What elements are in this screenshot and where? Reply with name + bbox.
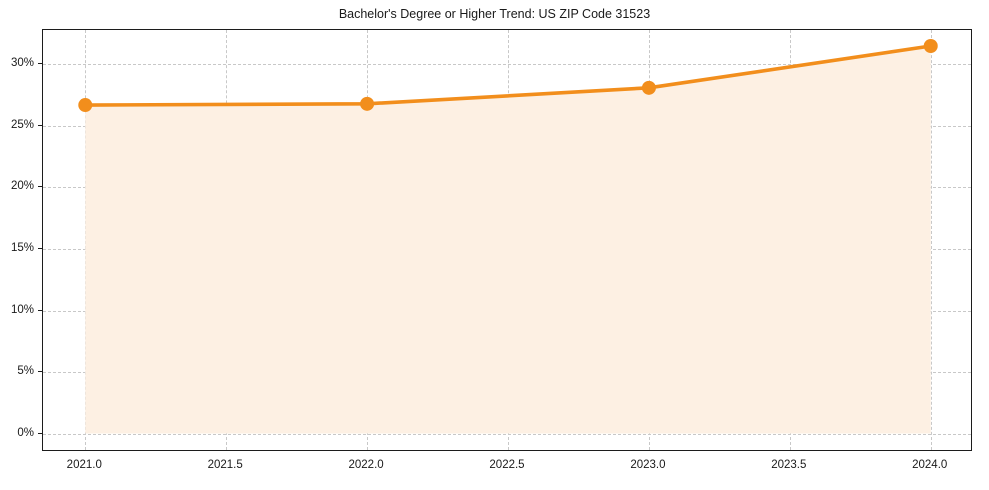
x-tick-label: 2022.5 bbox=[489, 459, 525, 471]
y-tick-label: 5% bbox=[17, 365, 34, 378]
x-tick-label: 2021.5 bbox=[207, 459, 243, 471]
x-tick-label: 2021.0 bbox=[66, 459, 102, 471]
y-tick-label: 10% bbox=[10, 303, 34, 316]
data-point-marker: 2022: 26.8% bbox=[360, 96, 375, 111]
data-point-marker: 2021: 26.7% bbox=[78, 98, 93, 113]
y-tick-label: 30% bbox=[10, 57, 34, 70]
plot-inner: 2021: 26.7% 2022: 26.8% 2023: 28.1% 2024: 3… bbox=[43, 30, 971, 450]
x-tick-label: 2023.0 bbox=[630, 459, 666, 471]
x-tick-label: 2024.0 bbox=[912, 459, 948, 471]
series-line-area: 2021: 26.7% 2022: 26.8% 2023: 28.1% 2024: 3… bbox=[78, 38, 938, 434]
chart-title: Bachelor's Degree or Higher Trend: US ZI… bbox=[338, 7, 651, 21]
y-tick-label: 15% bbox=[10, 241, 34, 254]
y-tick-label: 20% bbox=[10, 180, 34, 193]
area-fill bbox=[85, 45, 931, 434]
x-tick-label: 2023.5 bbox=[771, 459, 807, 471]
y-tick-label: 25% bbox=[10, 118, 34, 131]
y-tick-label: 0% bbox=[17, 426, 34, 439]
series-line bbox=[83, 44, 933, 107]
x-tick-label: 2022.0 bbox=[348, 459, 384, 471]
plot-area: 2021: 26.7% 2022: 26.8% 2023: 28.1% 2024: 3… bbox=[42, 29, 972, 451]
data-point-marker: 2023: 28.1% bbox=[641, 80, 656, 95]
data-point-marker: 2024: 31.5% bbox=[923, 38, 938, 53]
